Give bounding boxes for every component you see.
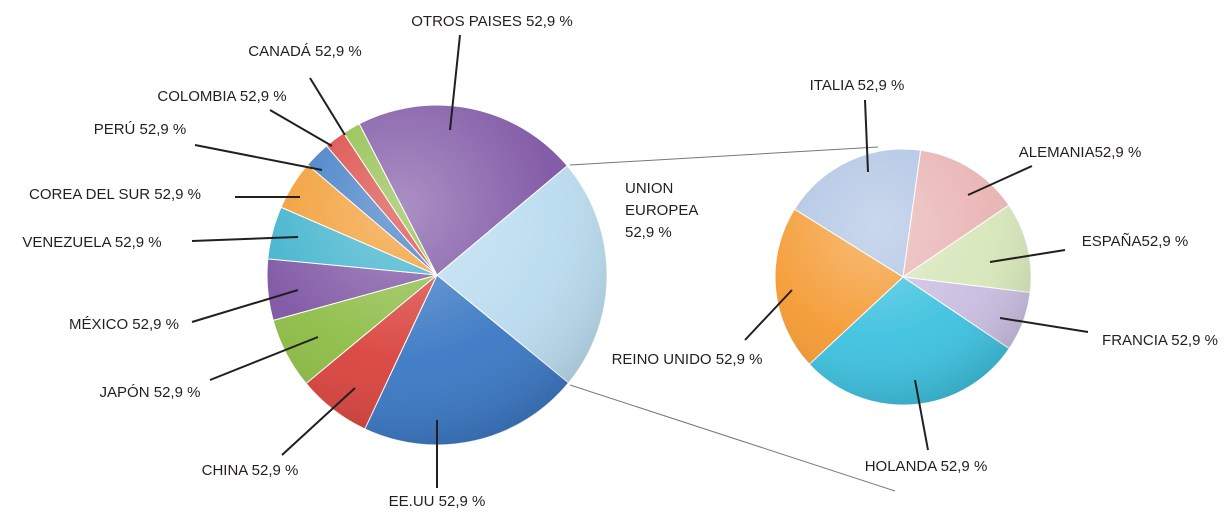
- slice-label: PERÚ 52,9 %: [94, 121, 187, 138]
- leader-line: [269, 109, 333, 147]
- leader-line: [989, 249, 1066, 263]
- slice-label: VENEZUELA 52,9 %: [22, 234, 161, 251]
- slice-label: ITALIA 52,9 %: [810, 77, 905, 94]
- slice-label: FRANCIA 52,9 %: [1102, 332, 1218, 349]
- slice-label: MÉXICO 52,9 %: [69, 316, 179, 333]
- slice-label: JAPÓN 52,9 %: [100, 384, 201, 401]
- slice-label: EE.UU 52,9 %: [389, 493, 486, 510]
- slice-label: ESPAÑA52,9 %: [1082, 233, 1188, 250]
- slice-label: OTROS PAISES 52,9 %: [411, 13, 572, 30]
- leader-line: [967, 165, 1033, 196]
- leader-line: [191, 236, 299, 242]
- slice-label: HOLANDA 52,9 %: [865, 458, 988, 475]
- slice-label: UNION EUROPEA 52,9 %: [625, 180, 698, 241]
- slice-label: CANADÁ 52,9 %: [248, 43, 361, 60]
- connector-line: [569, 146, 879, 166]
- leader-line: [449, 34, 461, 131]
- leader-line: [864, 99, 869, 173]
- leader-line: [999, 317, 1089, 333]
- slice-label: ALEMANIA52,9 %: [1019, 144, 1142, 161]
- connector-line: [569, 384, 896, 492]
- leader-line: [281, 387, 356, 456]
- leader-line: [914, 379, 929, 451]
- slice-label: COREA DEL SUR 52,9 %: [29, 186, 201, 203]
- slice-label: COLOMBIA 52,9 %: [157, 88, 286, 105]
- leader-line: [194, 144, 323, 171]
- leader-line: [191, 289, 299, 323]
- leader-line: [744, 289, 793, 341]
- slice-label: CHINA 52,9 %: [202, 462, 299, 479]
- leader-line: [209, 336, 319, 381]
- leader-line: [309, 77, 346, 136]
- slice-label: REINO UNIDO 52,9 %: [612, 351, 763, 368]
